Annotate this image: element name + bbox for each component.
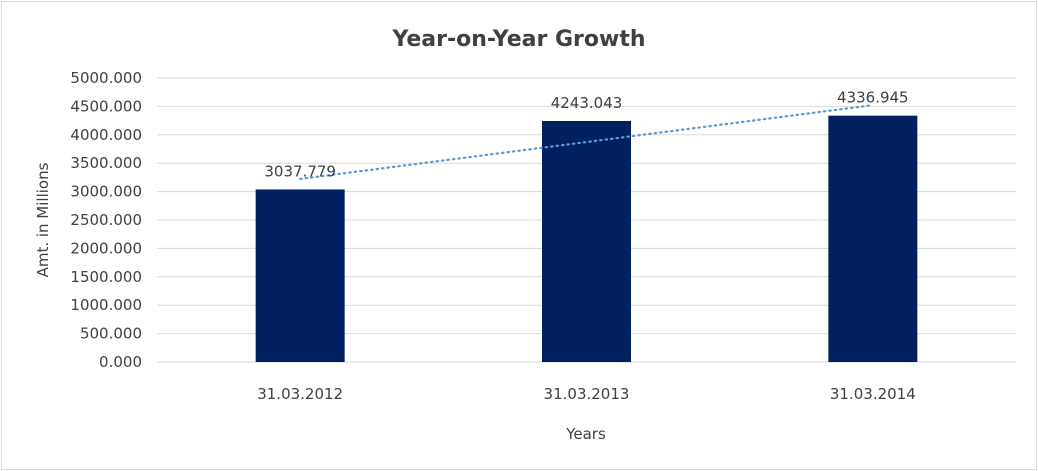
data-label: 3037.779 <box>264 162 336 180</box>
data-label: 4243.043 <box>551 94 623 112</box>
y-tick-label: 5000.000 <box>70 69 142 87</box>
y-tick-label: 500.000 <box>80 325 142 343</box>
y-tick-label: 4000.000 <box>70 126 142 144</box>
y-tick-label: 1500.000 <box>70 268 142 286</box>
y-axis-label: Amt. in Millions <box>34 162 52 277</box>
y-tick-label: 0.000 <box>99 353 142 371</box>
x-axis-label: Years <box>565 425 606 443</box>
data-label: 4336.945 <box>837 89 909 107</box>
bar <box>828 115 918 362</box>
y-tick-label: 4500.000 <box>70 97 142 115</box>
bar <box>542 120 631 363</box>
x-tick-label: 31.03.2014 <box>830 385 916 403</box>
x-tick-label: 31.03.2013 <box>544 385 630 403</box>
y-tick-label: 2000.000 <box>70 239 142 257</box>
y-tick-label: 3500.000 <box>70 154 142 172</box>
y-tick-label: 1000.000 <box>70 296 142 314</box>
bar <box>255 189 345 362</box>
chart-title: Year-on-Year Growth <box>391 27 645 52</box>
y-tick-label: 3000.000 <box>70 183 142 201</box>
y-tick-label: 2500.000 <box>70 211 142 229</box>
x-tick-label: 31.03.2012 <box>257 385 343 403</box>
